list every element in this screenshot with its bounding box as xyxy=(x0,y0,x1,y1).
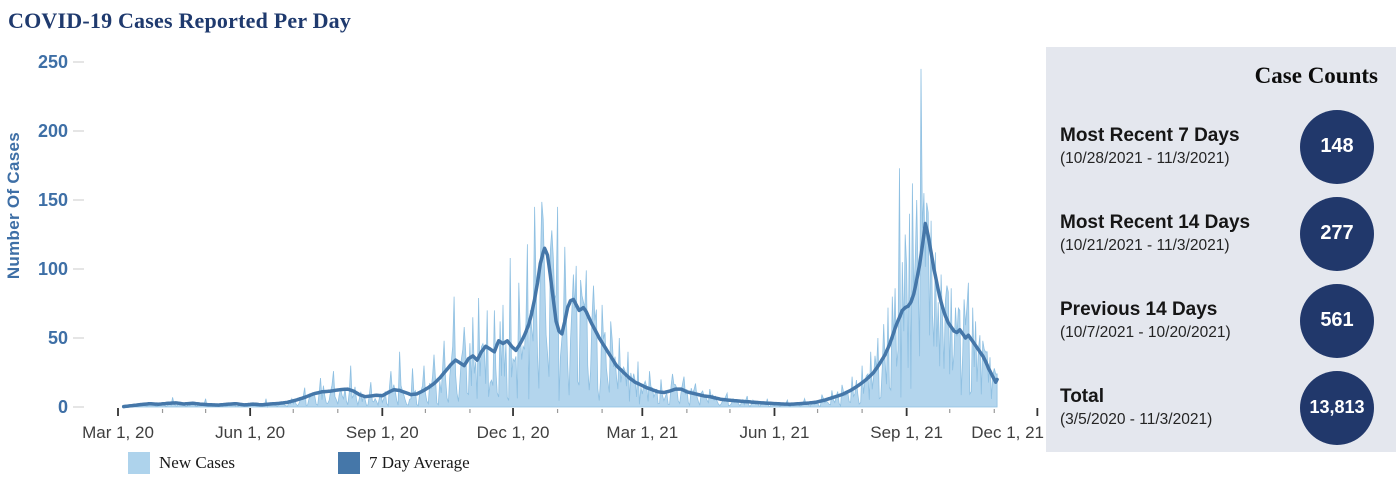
legend-label: New Cases xyxy=(159,453,236,472)
svg-text:Mar 1, 20: Mar 1, 20 xyxy=(82,423,154,442)
panel-title: Case Counts xyxy=(1254,63,1378,88)
stat-row: Most Recent 14 Days (10/21/2021 - 11/3/20… xyxy=(1046,190,1396,277)
svg-text:150: 150 xyxy=(38,190,68,210)
stat-title: Most Recent 14 Days xyxy=(1060,212,1251,234)
svg-text:200: 200 xyxy=(38,121,68,141)
legend-label: 7 Day Average xyxy=(369,453,470,472)
stat-count-badge: 277 xyxy=(1300,196,1374,271)
svg-text:100: 100 xyxy=(38,259,68,279)
svg-text:Jun 1, 20: Jun 1, 20 xyxy=(215,423,285,442)
stat-label: Most Recent 14 Days (10/21/2021 - 11/3/20… xyxy=(1060,212,1250,255)
stat-date-range: (10/7/2021 - 10/20/2021) xyxy=(1060,323,1231,341)
stat-row: Total (3/5/2020 - 11/3/2021) 13,813 xyxy=(1046,364,1396,451)
svg-text:Dec 1, 21: Dec 1, 21 xyxy=(971,423,1044,442)
svg-text:Jun 1, 21: Jun 1, 21 xyxy=(740,423,810,442)
stat-title: Most Recent 7 Days xyxy=(1060,125,1240,147)
seven-day-average-swatch-icon xyxy=(338,452,360,474)
stat-label: Previous 14 Days (10/7/2021 - 10/20/2021) xyxy=(1060,299,1231,342)
stat-rows: Most Recent 7 Days (10/28/2021 - 11/3/202… xyxy=(1046,103,1396,451)
case-counts-panel: Case Counts Most Recent 7 Days (10/28/202… xyxy=(1046,47,1396,452)
stat-count-badge: 561 xyxy=(1300,283,1374,358)
svg-text:Sep 1, 21: Sep 1, 21 xyxy=(870,423,943,442)
svg-text:Sep 1, 20: Sep 1, 20 xyxy=(346,423,419,442)
new-cases-area xyxy=(123,68,998,409)
stat-row: Most Recent 7 Days (10/28/2021 - 11/3/202… xyxy=(1046,103,1396,190)
stat-date-range: (10/28/2021 - 11/3/2021) xyxy=(1060,149,1230,167)
stat-label: Total (3/5/2020 - 11/3/2021) xyxy=(1060,386,1212,429)
page-title: COVID-19 Cases Reported Per Day xyxy=(8,8,352,33)
stat-title: Previous 14 Days xyxy=(1060,299,1218,321)
svg-text:50: 50 xyxy=(48,328,68,348)
svg-text:Mar 1, 21: Mar 1, 21 xyxy=(606,423,678,442)
stat-row: Previous 14 Days (10/7/2021 - 10/20/2021)… xyxy=(1046,277,1396,364)
legend-item-new-cases: New Cases xyxy=(128,452,235,474)
new-cases-swatch-icon xyxy=(128,452,150,474)
stat-date-range: (10/21/2021 - 11/3/2021) xyxy=(1060,236,1230,254)
legend-item-7-day-average: 7 Day Average xyxy=(338,452,470,474)
stat-label: Most Recent 7 Days (10/28/2021 - 11/3/202… xyxy=(1060,125,1240,168)
seven-day-average-line xyxy=(121,221,999,409)
svg-text:0: 0 xyxy=(58,397,68,417)
svg-text:Dec 1, 20: Dec 1, 20 xyxy=(477,423,550,442)
stat-count-badge: 148 xyxy=(1300,109,1374,184)
stat-title: Total xyxy=(1060,386,1104,408)
stat-count-badge: 13,813 xyxy=(1300,370,1374,445)
svg-text:250: 250 xyxy=(38,52,68,72)
stat-date-range: (3/5/2020 - 11/3/2021) xyxy=(1060,410,1213,428)
